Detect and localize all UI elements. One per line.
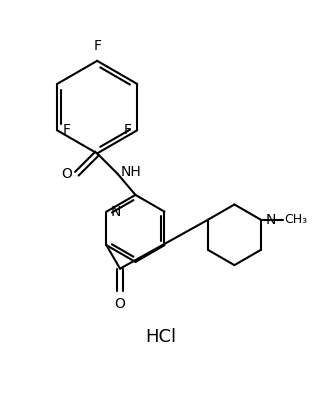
Text: CH₃: CH₃	[285, 213, 308, 226]
Text: O: O	[115, 297, 126, 311]
Text: F: F	[124, 123, 131, 137]
Text: O: O	[61, 167, 72, 181]
Text: N: N	[265, 213, 276, 227]
Text: F: F	[93, 39, 101, 53]
Text: N: N	[110, 205, 121, 219]
Text: NH: NH	[121, 165, 141, 179]
Text: HCl: HCl	[146, 328, 176, 346]
Text: F: F	[63, 123, 71, 137]
